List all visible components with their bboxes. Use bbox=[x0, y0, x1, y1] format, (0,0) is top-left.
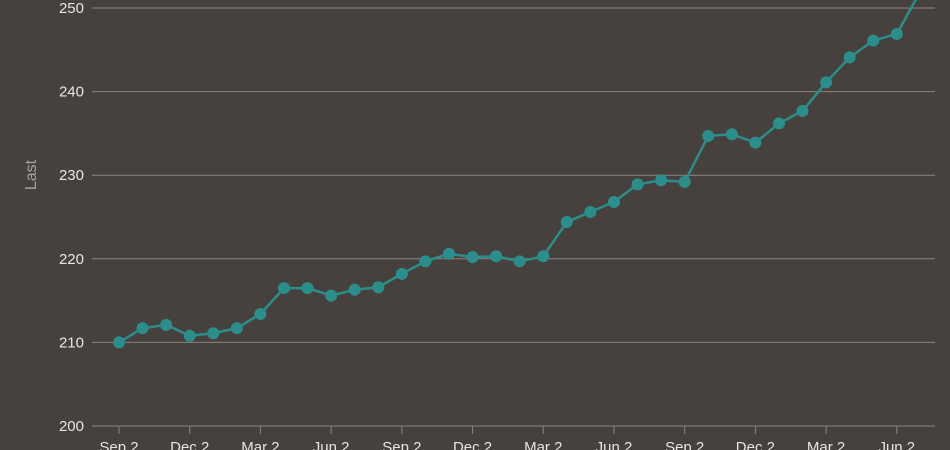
point bbox=[230, 322, 243, 335]
point bbox=[655, 174, 668, 187]
point bbox=[749, 136, 762, 149]
point bbox=[537, 250, 550, 263]
y-tick-label: 210 bbox=[59, 334, 84, 351]
point bbox=[466, 251, 479, 264]
x-tick-label: Sep 2 bbox=[665, 439, 704, 450]
x-tick-label: Sep 2 bbox=[382, 439, 421, 450]
x-tick-label: Jun 2 bbox=[878, 439, 915, 450]
y-axis-title: Last bbox=[23, 159, 40, 190]
point bbox=[820, 76, 833, 89]
point bbox=[490, 250, 503, 263]
x-tick-label: Mar 2 bbox=[524, 439, 562, 450]
point bbox=[254, 307, 267, 320]
x-tick-label: Dec 2 bbox=[170, 439, 209, 450]
point bbox=[796, 104, 809, 117]
point bbox=[890, 27, 903, 40]
point bbox=[160, 318, 173, 331]
point bbox=[113, 336, 125, 349]
y-tick-label: 240 bbox=[59, 84, 84, 101]
point bbox=[395, 267, 408, 280]
y-tick-label: 250 bbox=[59, 0, 84, 17]
x-tick-label: Mar 2 bbox=[807, 439, 845, 450]
point bbox=[513, 255, 526, 268]
point bbox=[372, 281, 385, 294]
point bbox=[607, 195, 620, 208]
point bbox=[843, 51, 856, 64]
point bbox=[301, 282, 314, 295]
point bbox=[277, 282, 290, 295]
x-tick-label: Mar 2 bbox=[241, 439, 279, 450]
point bbox=[419, 255, 432, 268]
y-tick-label: 200 bbox=[59, 418, 84, 435]
y-tick-label: 230 bbox=[59, 167, 84, 184]
point bbox=[702, 129, 715, 142]
line bbox=[118, 0, 918, 344]
x-tick-label: Jun 2 bbox=[313, 439, 350, 450]
point bbox=[867, 34, 880, 47]
point bbox=[678, 175, 691, 188]
point bbox=[584, 205, 597, 218]
point bbox=[136, 322, 149, 335]
point bbox=[725, 128, 738, 141]
x-tick-label: Sep 2 bbox=[99, 439, 138, 450]
x-tick-label: Dec 2 bbox=[736, 439, 775, 450]
point bbox=[631, 178, 644, 191]
point bbox=[560, 216, 573, 229]
x-tick-label: Dec 2 bbox=[453, 439, 492, 450]
point bbox=[442, 247, 455, 260]
y-tick-label: 220 bbox=[59, 251, 84, 268]
point bbox=[348, 283, 361, 296]
x-tick-label: Jun 2 bbox=[596, 439, 633, 450]
point bbox=[325, 289, 338, 302]
point bbox=[183, 329, 196, 342]
point bbox=[207, 327, 220, 340]
point bbox=[772, 117, 785, 130]
